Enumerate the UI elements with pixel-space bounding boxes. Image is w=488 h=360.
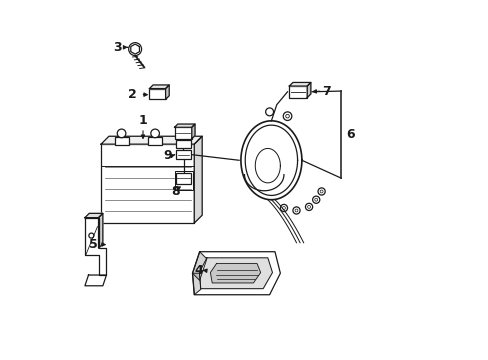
Polygon shape: [85, 213, 102, 218]
Bar: [174, 171, 192, 190]
Bar: [289, 86, 306, 98]
Polygon shape: [194, 136, 202, 223]
Bar: [174, 127, 191, 139]
FancyBboxPatch shape: [114, 137, 128, 145]
Polygon shape: [165, 85, 169, 99]
Text: 1: 1: [139, 114, 147, 127]
Circle shape: [150, 129, 159, 138]
Text: 5: 5: [89, 238, 97, 251]
Polygon shape: [210, 264, 260, 283]
FancyBboxPatch shape: [148, 137, 162, 145]
Bar: [176, 140, 190, 148]
Polygon shape: [192, 252, 206, 280]
Polygon shape: [192, 252, 280, 295]
Polygon shape: [192, 273, 201, 295]
Text: 9: 9: [163, 149, 172, 162]
Polygon shape: [149, 85, 169, 89]
Text: 7: 7: [322, 85, 331, 98]
Polygon shape: [289, 82, 310, 86]
Bar: [176, 150, 190, 159]
Bar: [149, 89, 165, 99]
Polygon shape: [99, 213, 102, 248]
Circle shape: [117, 129, 125, 138]
Polygon shape: [85, 218, 106, 275]
Bar: [101, 144, 194, 223]
Bar: [176, 173, 190, 184]
Text: 2: 2: [128, 88, 137, 101]
Text: 6: 6: [346, 127, 354, 141]
Text: 4: 4: [194, 264, 203, 277]
Polygon shape: [174, 124, 195, 127]
Text: 8: 8: [171, 185, 180, 198]
Polygon shape: [101, 136, 202, 144]
Polygon shape: [85, 275, 106, 286]
Polygon shape: [306, 82, 310, 98]
Polygon shape: [191, 124, 195, 139]
Text: 3: 3: [113, 41, 121, 54]
Polygon shape: [199, 258, 272, 289]
Polygon shape: [130, 44, 139, 54]
